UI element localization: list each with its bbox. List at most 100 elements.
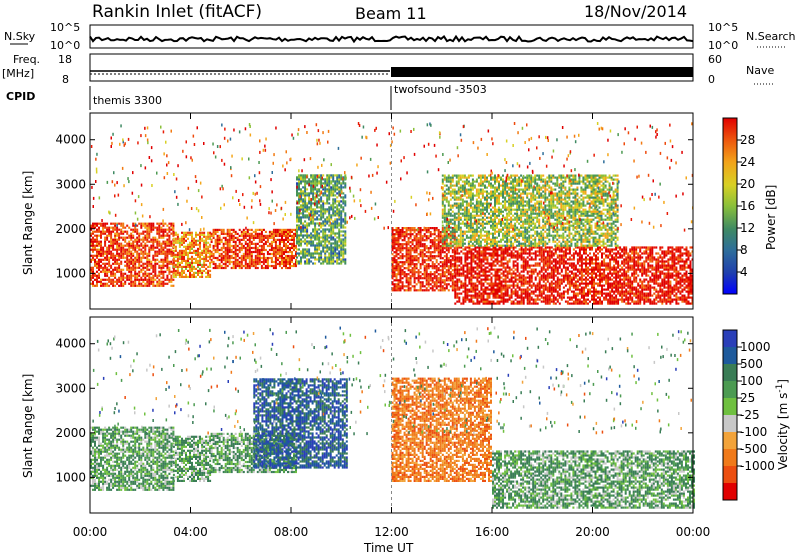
power-cell (550, 270, 553, 273)
power-cell (397, 285, 400, 288)
power-cell (228, 234, 231, 237)
power-cell (576, 280, 579, 283)
power-cell (214, 264, 217, 268)
power-cell (597, 284, 599, 287)
power-cell (466, 246, 469, 249)
power-cell (421, 257, 424, 260)
power-cell (322, 228, 325, 231)
power-cell (514, 256, 517, 259)
power-cell (516, 258, 519, 261)
power-cell (304, 214, 307, 217)
power-cell (178, 265, 181, 268)
power-cell (326, 198, 329, 201)
power-cell (564, 250, 567, 253)
power-cell (552, 252, 555, 255)
power-cell (506, 276, 509, 279)
power-cell (185, 251, 187, 254)
power-cell (216, 246, 219, 250)
power-cell (114, 268, 117, 271)
power-cell (472, 254, 475, 257)
power-cell (112, 222, 115, 225)
power-cell (126, 256, 129, 259)
power-cell (314, 256, 317, 259)
power-cell (427, 227, 430, 230)
power-cell (439, 231, 442, 234)
power-cell (226, 264, 229, 268)
power-cell (295, 244, 297, 248)
power-cell (344, 238, 347, 241)
power-cell (542, 290, 545, 293)
power-cell (332, 242, 335, 245)
power-cell (96, 266, 98, 269)
power-cell (500, 298, 503, 301)
nsearch-label: N.Search (746, 30, 796, 43)
power-cell (508, 280, 511, 283)
power-cell (456, 250, 459, 253)
power-cell (401, 243, 404, 246)
power-cell (468, 268, 471, 271)
power-cell (216, 242, 219, 245)
power-cell (585, 270, 587, 273)
power-cell (94, 238, 96, 241)
power-cell (560, 268, 563, 271)
power-cell (512, 270, 515, 273)
power-cell (441, 287, 444, 290)
power-cell (320, 186, 323, 189)
power-cell (295, 246, 297, 250)
power-cell (142, 280, 145, 283)
power-cell (178, 239, 181, 242)
power-cell (340, 260, 343, 263)
power-cell (593, 282, 595, 285)
power-cell (260, 244, 263, 248)
power-cell (250, 240, 253, 243)
power-cell (528, 248, 531, 251)
power-cell (138, 280, 141, 283)
power-cell (458, 246, 461, 249)
power-cell (98, 268, 100, 271)
power-cell (246, 238, 249, 241)
power-cell (591, 256, 593, 259)
power-cell (332, 188, 335, 191)
power-cell (470, 262, 473, 265)
power-cell (591, 286, 593, 289)
power-cell (162, 234, 165, 237)
power-cell (128, 268, 131, 271)
power-cell (181, 269, 183, 272)
power-cell (158, 228, 161, 231)
power-cell (296, 188, 298, 191)
power-cell (330, 262, 333, 265)
power-cell (480, 252, 483, 255)
power-cell (435, 255, 438, 258)
power-cell (433, 249, 436, 252)
power-cell (486, 278, 489, 281)
power-cell (90, 240, 92, 243)
power-cell (291, 246, 293, 250)
power-cell (300, 256, 302, 259)
power-cell (116, 254, 119, 257)
power-cell (189, 271, 191, 274)
power-cell (576, 274, 579, 277)
power-cell (224, 252, 227, 256)
power-cell (258, 228, 261, 231)
power-cell (252, 236, 255, 239)
power-cell (552, 248, 555, 251)
power-cell (146, 244, 149, 247)
power-cell (544, 298, 547, 301)
power-cell (585, 252, 587, 255)
power-cell (158, 224, 161, 227)
power-cell (560, 280, 563, 283)
power-cell (314, 222, 317, 225)
power-cell (102, 246, 105, 249)
power-cell (419, 289, 422, 292)
power-cell (544, 282, 547, 285)
power-cell (176, 259, 179, 262)
power-cell (593, 254, 595, 257)
power-cell (134, 270, 137, 273)
power-cell (144, 238, 147, 241)
power-cell (554, 258, 557, 261)
power-cell (104, 278, 107, 281)
power-cell (524, 246, 527, 249)
power-cell (431, 263, 434, 266)
power-cell (302, 208, 305, 211)
power-cell (328, 240, 331, 243)
